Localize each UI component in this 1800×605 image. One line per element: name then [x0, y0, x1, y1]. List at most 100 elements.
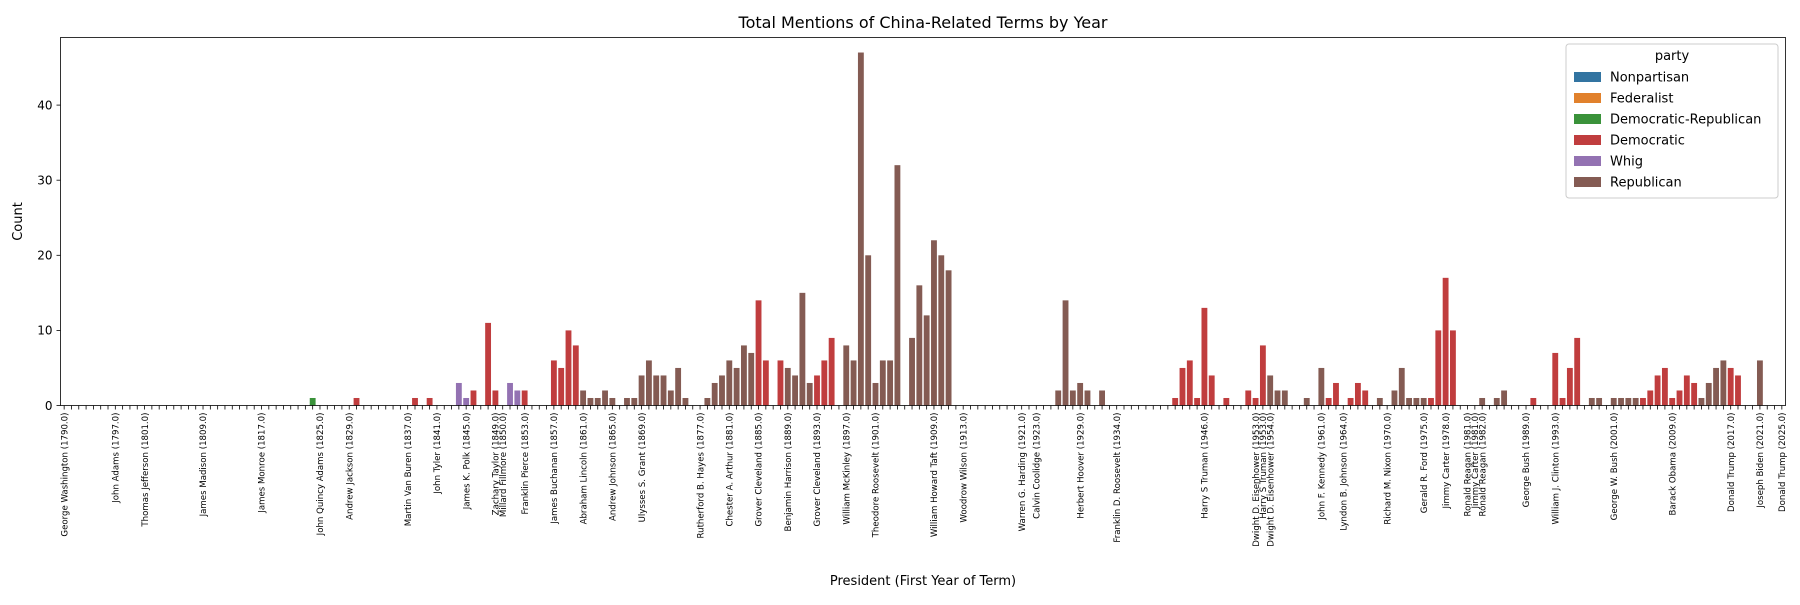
x-tick-label: James Buchanan (1857.0) — [550, 413, 560, 525]
x-tick-label: Grover Cleveland (1885.0) — [755, 413, 765, 527]
x-tick-label: Jimmy Carter (1978.0) — [1442, 413, 1452, 510]
bar-democratic-slot-206 — [1566, 367, 1573, 406]
bar-whig-slot-62 — [514, 390, 521, 406]
x-tick-label: Andrew Jackson (1829.0) — [345, 413, 355, 520]
bar-democratic-slot-216 — [1640, 397, 1646, 406]
bar-republican-slot-166 — [1274, 390, 1281, 406]
bar-democratic-slot-157 — [1208, 375, 1215, 406]
x-tick-label: Lyndon B. Johnson (1964.0) — [1339, 413, 1349, 531]
x-tick-label: James Madison (1809.0) — [199, 413, 209, 518]
x-tick-label: Dwight D. Eisenhower (1954.0) — [1266, 413, 1276, 547]
bar-republican-slot-113 — [887, 360, 894, 406]
legend-entry-label: Democratic-Republican — [1610, 113, 1761, 128]
bar-republican-slot-88 — [704, 397, 711, 406]
bar-republican-slot-226 — [1713, 367, 1719, 406]
bar-democratic-slot-187 — [1428, 397, 1434, 406]
legend: party Nonpartisan Federalist Democratic-Rep… — [1565, 43, 1779, 199]
x-tick-label: William McKinley (1897.0) — [842, 413, 852, 525]
bar-democratic-slot-178 — [1362, 390, 1369, 406]
bar-republican-slot-140 — [1084, 390, 1091, 406]
x-tick-label: George Bush (1989.0) — [1522, 413, 1532, 508]
bar-democratic-slot-177 — [1354, 382, 1361, 406]
bar-republican-slot-112 — [879, 360, 886, 406]
bar-republican-slot-184 — [1406, 397, 1412, 406]
x-axis-label: President (First Year of Term) — [830, 574, 1016, 589]
x-tick-label: John Adams (1797.0) — [112, 413, 122, 504]
y-tick-label: 40 — [37, 98, 52, 112]
bar-democratic-slot-217 — [1647, 390, 1654, 406]
legend-swatch-democratic — [1574, 135, 1601, 145]
x-tick-label: Herbert Hoover (1929.0) — [1076, 413, 1086, 519]
bar-republican-slot-185 — [1413, 397, 1420, 406]
bar-republican-slot-110 — [865, 255, 872, 406]
bar-democratic-slot-176 — [1347, 397, 1354, 406]
bar-republican-slot-214 — [1625, 397, 1632, 406]
bar-republican-slot-101 — [799, 292, 806, 406]
bar-democratic-slot-205 — [1559, 397, 1566, 406]
x-tick-label: Grover Cleveland (1893.0) — [813, 413, 823, 527]
bar-republican-slot-209 — [1588, 397, 1595, 406]
legend-swatch-democratic-republican — [1574, 114, 1601, 124]
x-tick-label: Barack Obama (2009.0) — [1668, 413, 1678, 516]
bar-republican-slot-108 — [850, 360, 857, 406]
bar-republican-slot-224 — [1698, 397, 1705, 406]
bar-republican-slot-111 — [872, 382, 879, 406]
x-tick-label: Dwight D. Eisenhower (1953.0) — [1252, 413, 1262, 547]
x-tick-label: Harry S Truman (1946.0) — [1201, 413, 1211, 519]
bar-democratic-slot-190 — [1450, 330, 1456, 406]
bar-democratic-slot-69 — [565, 330, 572, 406]
bar-republican-slot-79 — [638, 375, 645, 406]
bar-republican-slot-80 — [645, 360, 652, 406]
bar-republican-slot-213 — [1618, 397, 1624, 406]
x-tick-label: Joseph Biden (2021.0) — [1756, 413, 1766, 509]
bar-republican-slot-142 — [1099, 390, 1105, 406]
bar-democratic-slot-228 — [1727, 367, 1734, 406]
bar-democratic-slot-164 — [1259, 345, 1266, 406]
bar-republican-slot-182 — [1391, 390, 1398, 406]
bar-republican-slot-117 — [916, 285, 923, 406]
bar-democratic-slot-201 — [1530, 397, 1537, 406]
bar-republican-slot-232 — [1756, 360, 1763, 406]
y-axis-label: Count — [11, 202, 26, 241]
x-tick-label: George Washington (1790.0) — [60, 413, 70, 537]
x-tick-label: John F. Kennedy (1961.0) — [1318, 413, 1328, 521]
bar-democratic-slot-188 — [1435, 330, 1442, 406]
bar-republican-slot-82 — [660, 375, 667, 406]
bar-republican-slot-100 — [792, 375, 799, 406]
bar-republican-slot-119 — [931, 240, 937, 406]
x-tick-label: James K. Polk (1845.0) — [462, 413, 472, 511]
x-tick-label: Abraham Lincoln (1861.0) — [579, 413, 589, 525]
x-tick-label: Gerald R. Ford (1975.0) — [1420, 413, 1430, 514]
bar-republican-slot-136 — [1055, 390, 1062, 406]
bar-republican-slot-114 — [894, 165, 901, 406]
bar-republican-slot-107 — [843, 345, 850, 406]
bar-democratic-slot-155 — [1194, 397, 1201, 406]
x-tick-label: Ulysses S. Grant (1869.0) — [638, 413, 648, 523]
bar-democratic-slot-105 — [828, 337, 835, 406]
bar-republican-slot-72 — [587, 397, 594, 406]
bar-democratic-slot-220 — [1669, 397, 1676, 406]
chart-title: Total Mentions of China-Related Terms by… — [738, 13, 1108, 32]
legend-entry-label: Democratic — [1610, 134, 1685, 149]
legend-entry-label: Nonpartisan — [1610, 71, 1689, 86]
bar-republican-slot-81 — [653, 375, 660, 406]
bar-democratic-slot-48 — [412, 397, 418, 406]
bar-republican-slot-197 — [1501, 390, 1508, 406]
bar-democratic-slot-156 — [1201, 307, 1208, 406]
x-tick-label: Andrew Johnson (1865.0) — [609, 413, 619, 522]
bar-democratic-slot-154 — [1186, 360, 1193, 406]
bar-democratic-slot-218 — [1654, 375, 1661, 406]
bar-democratic-slot-95 — [755, 300, 762, 406]
bar-democratic-slot-229 — [1735, 375, 1741, 406]
legend-swatch-federalist — [1574, 93, 1601, 103]
bar-democratic-slot-96 — [762, 360, 769, 406]
bar-democratic-slot-223 — [1691, 382, 1698, 406]
bar-republican-slot-85 — [682, 397, 689, 406]
x-tick-label: Woodrow Wilson (1913.0) — [959, 413, 969, 523]
bar-republican-slot-172 — [1318, 367, 1325, 406]
bar-democratic-slot-173 — [1325, 397, 1332, 406]
bar-democratic-slot-70 — [572, 345, 579, 406]
bar-democratic-slot-56 — [470, 390, 477, 406]
